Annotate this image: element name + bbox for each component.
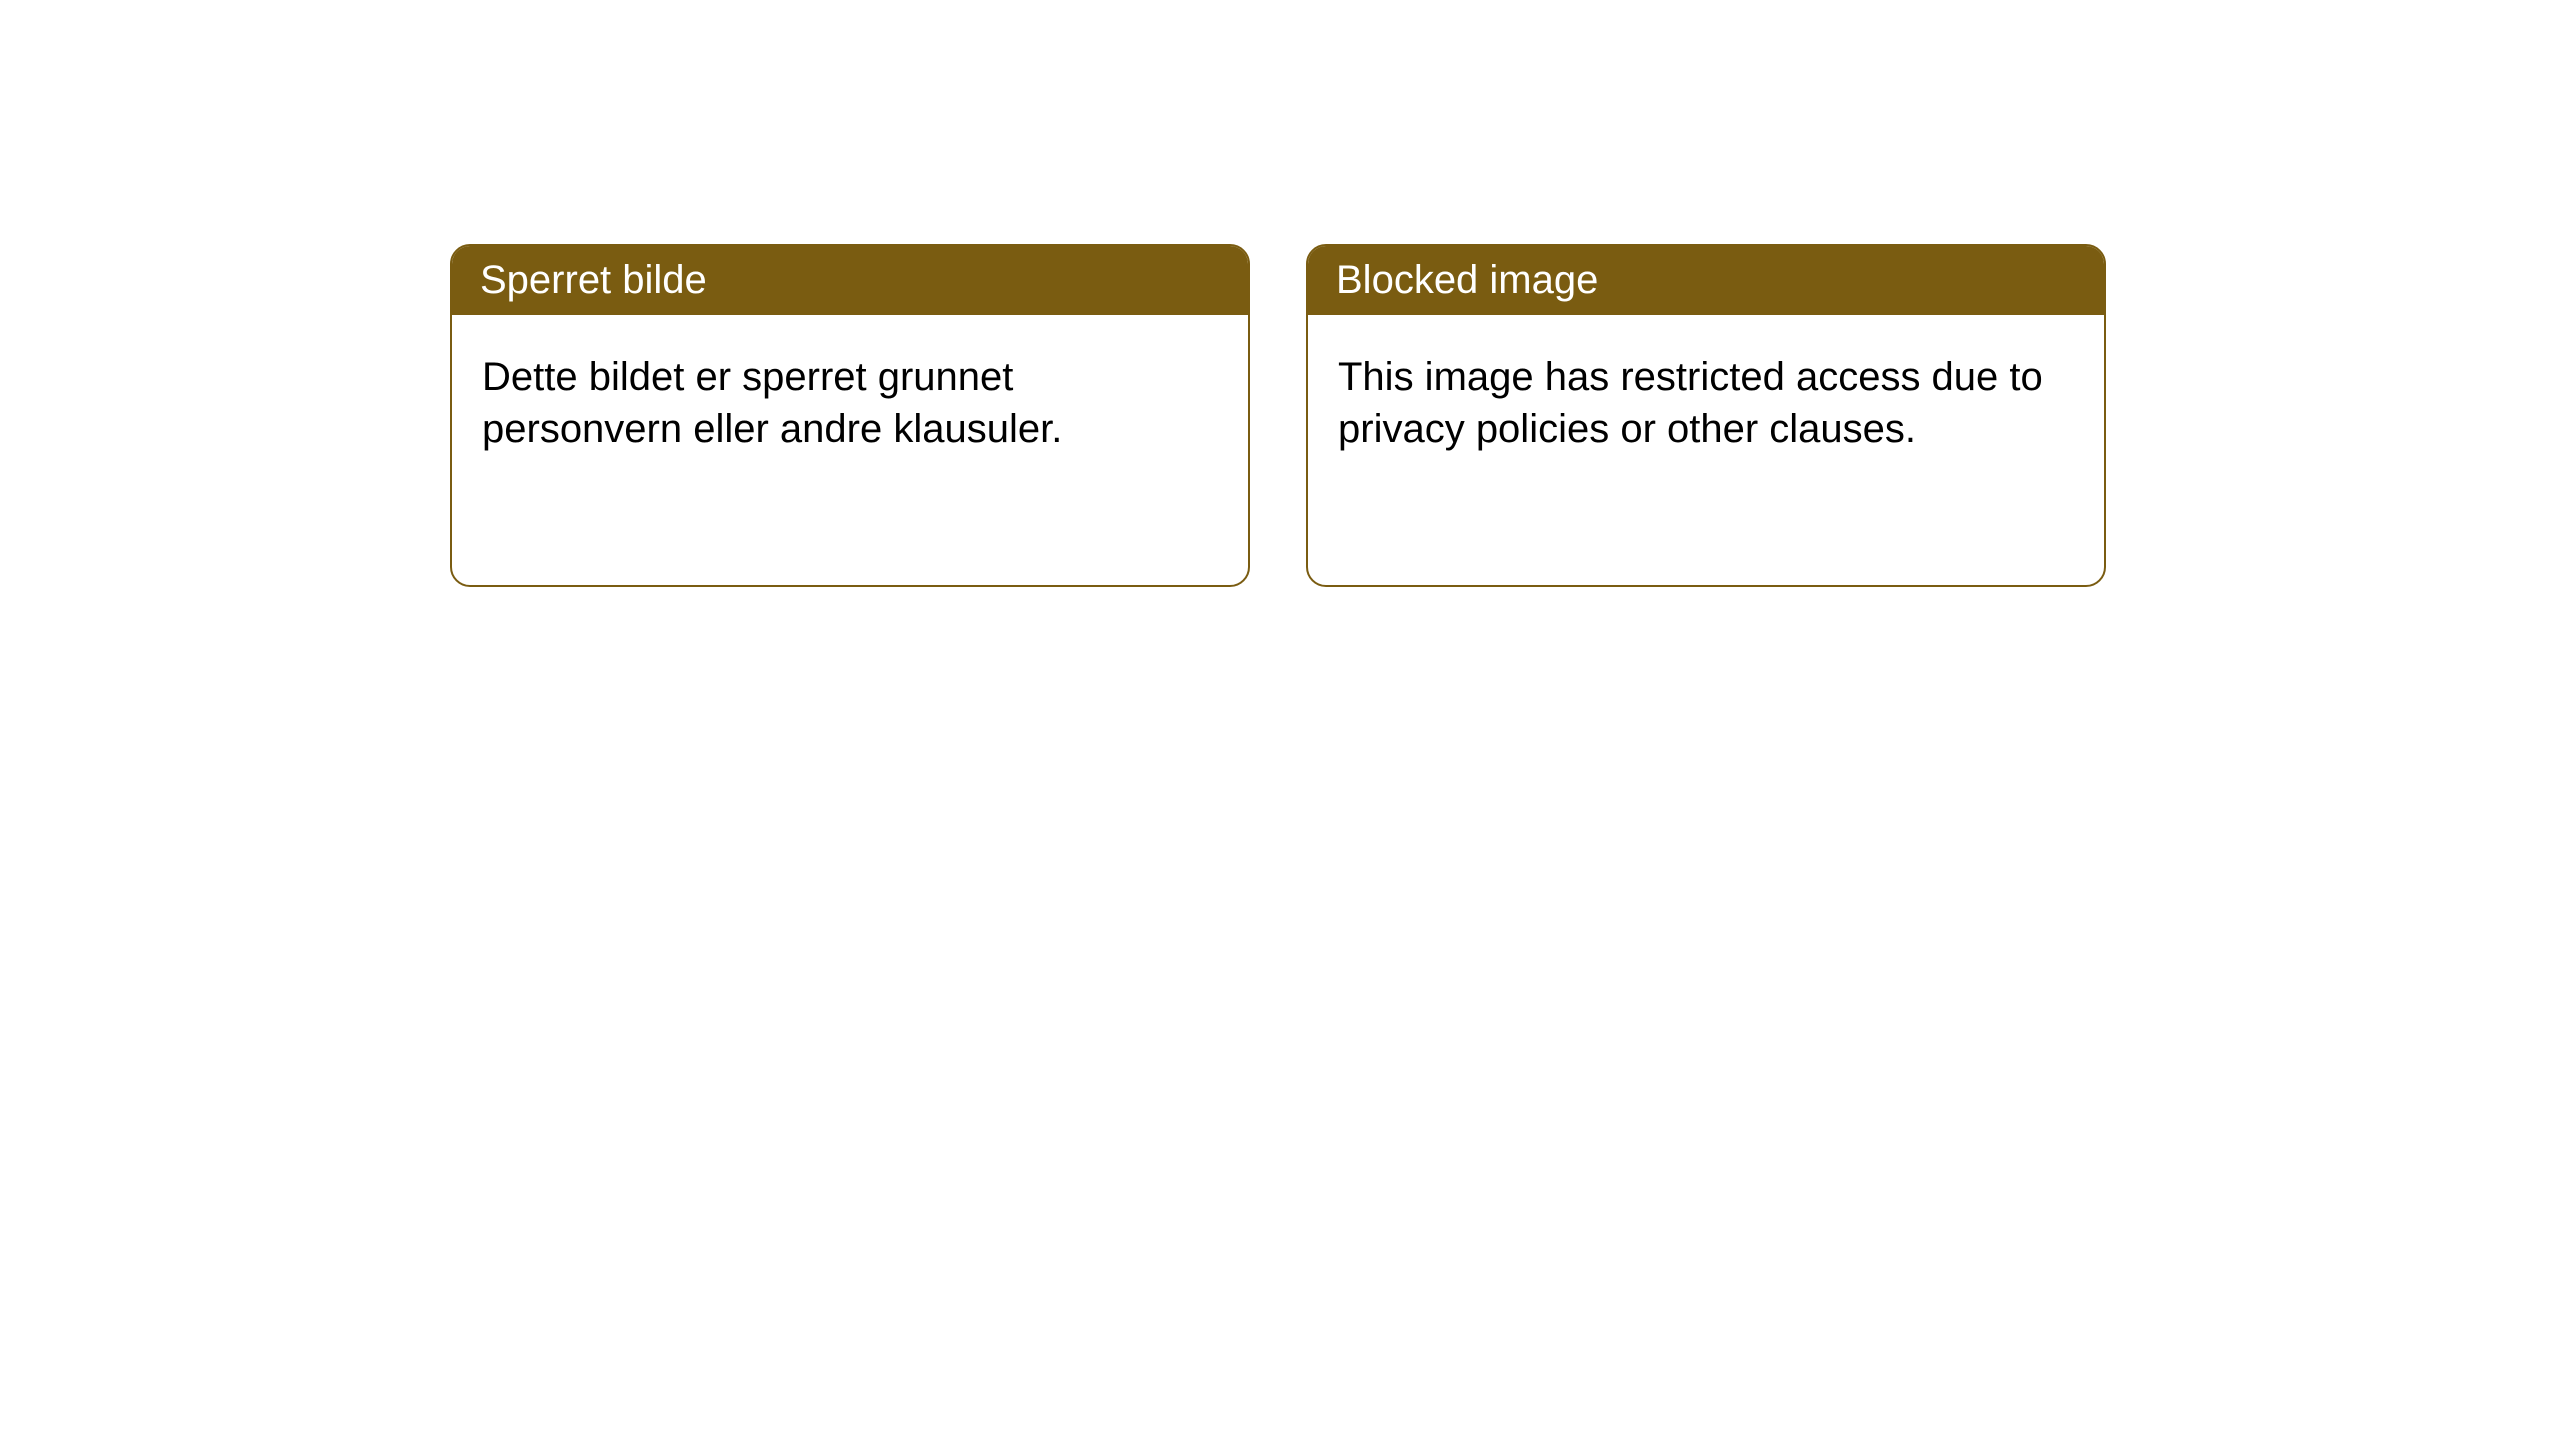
notice-body-text: This image has restricted access due to … [1338, 355, 2043, 451]
notice-body-text: Dette bildet er sperret grunnet personve… [482, 355, 1062, 451]
notice-card-norwegian: Sperret bilde Dette bildet er sperret gr… [450, 244, 1250, 587]
notice-header: Blocked image [1308, 246, 2104, 315]
notice-header: Sperret bilde [452, 246, 1248, 315]
notice-body: This image has restricted access due to … [1308, 315, 2104, 585]
notice-title-text: Sperret bilde [480, 258, 707, 302]
notice-title-text: Blocked image [1336, 258, 1598, 302]
notice-container: Sperret bilde Dette bildet er sperret gr… [0, 0, 2560, 587]
notice-body: Dette bildet er sperret grunnet personve… [452, 315, 1248, 585]
notice-card-english: Blocked image This image has restricted … [1306, 244, 2106, 587]
